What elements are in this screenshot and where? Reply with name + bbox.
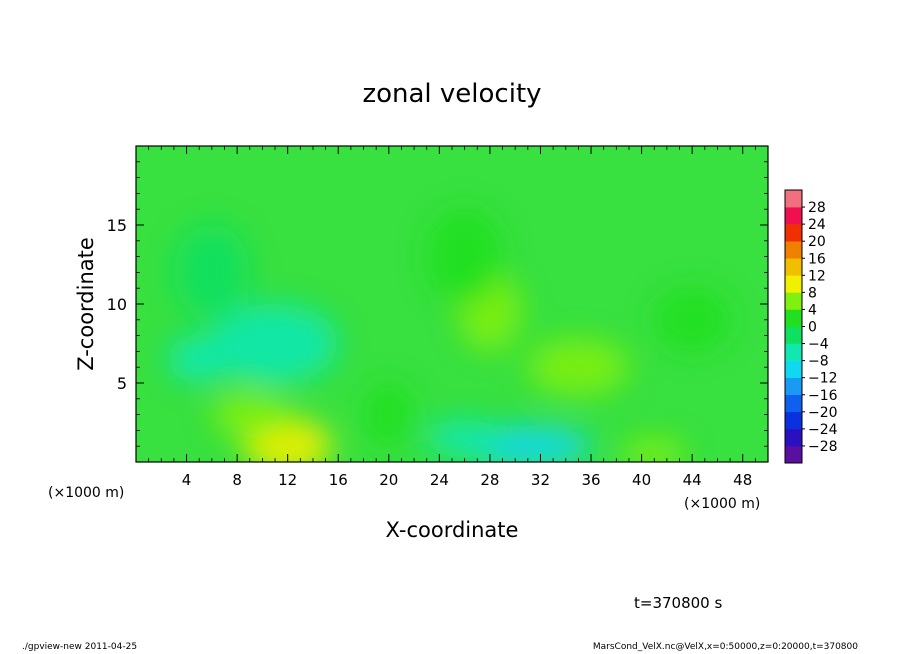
footer-program-info: ./gpview-new 2011-04-25 <box>22 642 138 652</box>
colorbar-cell <box>785 343 802 361</box>
velocity-blob-3 <box>426 419 503 458</box>
x-tick-label: 40 <box>632 471 651 489</box>
colorbar-cell <box>785 445 802 464</box>
x-axis-label: X-coordinate <box>386 518 519 542</box>
x-tick-label: 32 <box>531 471 550 489</box>
x-tick-label: 44 <box>683 471 702 489</box>
colorbar-cell <box>785 190 802 208</box>
colorbar-label: −4 <box>808 337 829 353</box>
x-tick-label: 16 <box>329 471 348 489</box>
colorbar-cell <box>785 275 802 293</box>
x-tick-label: 24 <box>430 471 449 489</box>
colorbar-cell <box>785 241 802 259</box>
colorbar-cell <box>785 360 802 378</box>
x-units-label-right: (×1000 m) <box>684 496 760 512</box>
colorbar-label: −8 <box>808 354 829 370</box>
colorbar-label: −24 <box>808 422 838 438</box>
colorbar-label: 12 <box>808 268 826 284</box>
y-tick-label: 5 <box>117 374 127 393</box>
colorbar-cell <box>785 394 802 413</box>
velocity-blob-10 <box>654 288 731 352</box>
velocity-blob-8 <box>622 438 686 462</box>
velocity-blob-5 <box>211 390 288 439</box>
colorbar-cell <box>785 326 802 344</box>
plot-area <box>136 146 768 462</box>
x-tick-label: 48 <box>733 471 752 489</box>
x-units-label-left: (×1000 m) <box>48 485 124 501</box>
time-annotation: t=370800 s <box>634 594 722 612</box>
colorbar-label: 8 <box>808 285 817 301</box>
colorbar-label: 16 <box>808 251 826 267</box>
colorbar-label: −20 <box>808 405 838 421</box>
colorbar-cell <box>785 224 802 242</box>
colorbar-label: −16 <box>808 388 838 404</box>
colorbar-cell <box>785 377 802 396</box>
y-tick-label: 15 <box>107 216 127 235</box>
velocity-blob-0 <box>211 304 339 383</box>
velocity-blob-12 <box>173 225 250 320</box>
colorbar-cell <box>785 309 802 327</box>
x-tick-label: 12 <box>278 471 297 489</box>
x-axis-ticks: 4 8 12 16 20 24 28 32 36 40 44 48 <box>148 146 756 489</box>
colorbar-label: 0 <box>808 320 817 336</box>
velocity-blob-1 <box>167 335 231 383</box>
colorbar-label: 20 <box>808 234 826 250</box>
velocity-field-blobs <box>167 209 731 462</box>
x-tick-label: 4 <box>182 471 192 489</box>
colorbar-label: 28 <box>808 200 826 216</box>
x-tick-label: 36 <box>581 471 600 489</box>
velocity-blob-9 <box>426 209 503 304</box>
colorbar-label: −12 <box>808 371 838 387</box>
footer-data-source: MarsCond_VelX.nc@VelX,x=0:50000,z=0:2000… <box>592 642 858 652</box>
colorbar-label: 4 <box>808 302 817 318</box>
velocity-blob-11 <box>363 383 415 447</box>
y-tick-label: 10 <box>107 295 127 314</box>
colorbar-cell <box>785 258 802 276</box>
velocity-blob-6 <box>527 338 629 396</box>
colorbar-cell <box>785 428 802 447</box>
colorbar-cell <box>785 292 802 310</box>
y-axis-ticks: 5 10 15 <box>107 161 768 447</box>
x-tick-label: 20 <box>379 471 398 489</box>
colorbar-label: 24 <box>808 217 826 233</box>
colorbar-cell <box>785 411 802 430</box>
chart-title: zonal velocity <box>362 79 541 109</box>
x-tick-label: 8 <box>232 471 242 489</box>
y-axis-label: Z-coordinate <box>74 237 98 371</box>
colorbar-cell <box>785 207 802 225</box>
colorbar-label: −28 <box>808 439 838 455</box>
x-tick-label: 28 <box>480 471 499 489</box>
